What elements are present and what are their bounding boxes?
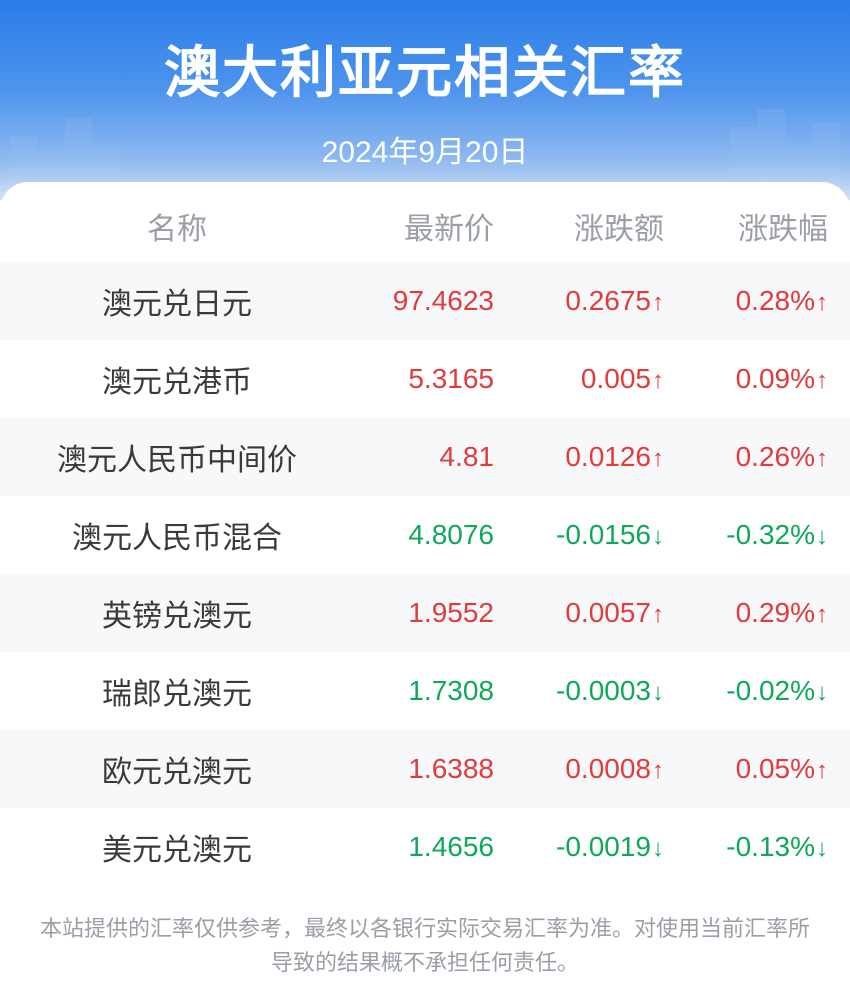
pair-name: 澳元人民币中间价	[22, 435, 332, 479]
header-banner: 澳大利亚元相关汇率 2024年9月20日	[0, 0, 850, 200]
disclaimer-text: 本站提供的汇率仅供参考，最终以各银行实际交易汇率为准。对使用当前汇率所导致的结果…	[0, 886, 850, 980]
page-date: 2024年9月20日	[0, 127, 850, 171]
page-title: 澳大利亚元相关汇率	[0, 28, 850, 109]
latest-price: 1.7308	[332, 675, 502, 707]
table-row: 瑞郎兑澳元1.7308-0.0003↓-0.02%↓	[0, 652, 850, 730]
table-row: 澳元兑港币5.31650.005↑0.09%↑	[0, 340, 850, 418]
pair-name: 澳元兑日元	[22, 279, 332, 323]
change-percent: -0.13%↓	[672, 831, 828, 863]
change-percent: 0.05%↑	[672, 753, 828, 785]
change-percent: 0.29%↑	[672, 597, 828, 629]
table-row: 澳元人民币混合4.8076-0.0156↓-0.32%↓	[0, 496, 850, 574]
table-body: 澳元兑日元97.46230.2675↑0.28%↑澳元兑港币5.31650.00…	[0, 262, 850, 886]
latest-price: 1.4656	[332, 831, 502, 863]
latest-price: 4.81	[332, 441, 502, 473]
latest-price: 97.4623	[332, 285, 502, 317]
change-amount: 0.2675↑	[502, 285, 672, 317]
pair-name: 美元兑澳元	[22, 825, 332, 869]
table-row: 澳元人民币中间价4.810.0126↑0.26%↑	[0, 418, 850, 496]
pair-name: 欧元兑澳元	[22, 747, 332, 791]
change-amount: 0.005↑	[502, 363, 672, 395]
latest-price: 1.9552	[332, 597, 502, 629]
latest-price: 4.8076	[332, 519, 502, 551]
latest-price: 5.3165	[332, 363, 502, 395]
change-percent: 0.09%↑	[672, 363, 828, 395]
pair-name: 澳元兑港币	[22, 357, 332, 401]
table-row: 澳元兑日元97.46230.2675↑0.28%↑	[0, 262, 850, 340]
rate-table: 名称 最新价 涨跌额 涨跌幅 澳元兑日元97.46230.2675↑0.28%↑…	[0, 182, 850, 980]
pair-name: 瑞郎兑澳元	[22, 669, 332, 713]
change-amount: -0.0156↓	[502, 519, 672, 551]
change-percent: -0.02%↓	[672, 675, 828, 707]
change-percent: -0.32%↓	[672, 519, 828, 551]
change-percent: 0.28%↑	[672, 285, 828, 317]
col-header-name: 名称	[22, 204, 332, 248]
change-amount: 0.0126↑	[502, 441, 672, 473]
pair-name: 澳元人民币混合	[22, 513, 332, 557]
col-header-change: 涨跌额	[502, 204, 672, 248]
page-container: 澳大利亚元相关汇率 2024年9月20日 南方财富网 Southmoney.co…	[0, 0, 850, 1000]
pair-name: 英镑兑澳元	[22, 591, 332, 635]
change-percent: 0.26%↑	[672, 441, 828, 473]
change-amount: 0.0008↑	[502, 753, 672, 785]
table-row: 美元兑澳元1.4656-0.0019↓-0.13%↓	[0, 808, 850, 886]
change-amount: 0.0057↑	[502, 597, 672, 629]
table-header-row: 名称 最新价 涨跌额 涨跌幅	[0, 190, 850, 262]
col-header-price: 最新价	[332, 204, 502, 248]
change-amount: -0.0003↓	[502, 675, 672, 707]
latest-price: 1.6388	[332, 753, 502, 785]
table-row: 欧元兑澳元1.63880.0008↑0.05%↑	[0, 730, 850, 808]
change-amount: -0.0019↓	[502, 831, 672, 863]
table-row: 英镑兑澳元1.95520.0057↑0.29%↑	[0, 574, 850, 652]
col-header-pct: 涨跌幅	[672, 204, 828, 248]
